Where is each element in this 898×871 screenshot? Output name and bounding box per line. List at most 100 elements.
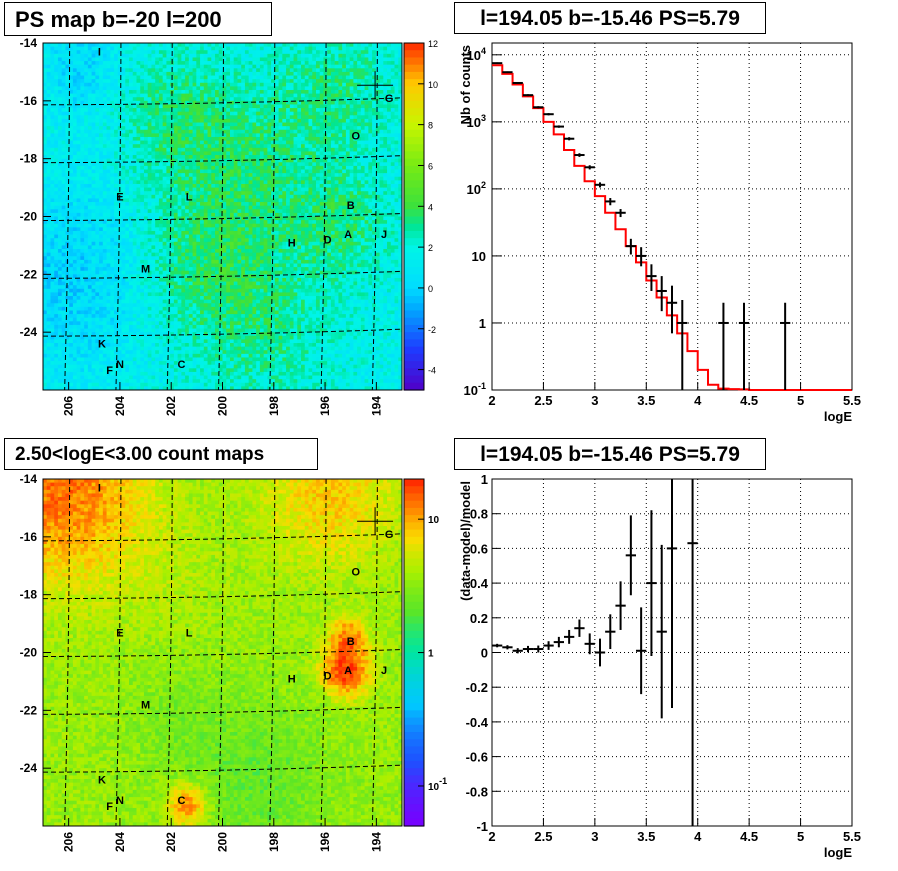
data-point xyxy=(543,113,553,115)
colorbar-cell xyxy=(404,209,424,217)
data-point xyxy=(615,581,625,630)
colorbar-tick-label: 10 xyxy=(428,515,440,526)
colorbar-cell xyxy=(404,819,424,827)
colorbar-cell xyxy=(404,354,424,362)
data-point xyxy=(585,633,595,654)
y-tick-label: -0.4 xyxy=(466,715,489,730)
data-point xyxy=(564,630,574,644)
colorbar-cell xyxy=(404,790,424,798)
colorbar-cell xyxy=(404,318,424,326)
x-tick-label: 202 xyxy=(164,396,178,416)
colorbar-cell xyxy=(404,123,424,131)
colorbar-cell xyxy=(404,667,424,675)
source-label: H xyxy=(288,674,296,686)
colorbar-cell xyxy=(404,310,424,318)
ps-map-cells xyxy=(43,43,403,391)
colorbar-cell xyxy=(404,274,424,282)
y-tick-label: 10 xyxy=(472,249,486,264)
colorbar-cell xyxy=(404,624,424,632)
source-label: B xyxy=(347,636,355,648)
colorbar-cell xyxy=(404,783,424,791)
x-tick-label: 4 xyxy=(694,393,702,408)
source-label: K xyxy=(98,339,106,351)
colorbar-cell xyxy=(404,616,424,624)
colorbar-cell xyxy=(404,768,424,776)
x-tick-label: 4.5 xyxy=(740,393,758,408)
data-point xyxy=(585,165,595,169)
y-tick-label: -1 xyxy=(476,819,488,834)
data-point xyxy=(523,94,533,96)
x-tick-label: 194 xyxy=(369,832,383,852)
x-tick-label: 4 xyxy=(694,829,702,844)
colorbar-cell xyxy=(404,347,424,355)
colorbar-cell xyxy=(404,689,424,697)
colorbar-cell xyxy=(404,739,424,747)
y-tick-label: -0.8 xyxy=(466,784,488,799)
colorbar-cell xyxy=(404,50,424,58)
colorbar-cell xyxy=(404,609,424,617)
colorbar-cell xyxy=(404,544,424,552)
colorbar-tick-label: 0 xyxy=(428,284,433,294)
colorbar-cell xyxy=(404,361,424,369)
source-label: F xyxy=(106,801,113,813)
data-point xyxy=(605,614,615,649)
source-label: L xyxy=(186,627,193,639)
source-label: H xyxy=(288,238,296,250)
source-label: G xyxy=(385,529,394,541)
colorbar-cell xyxy=(404,522,424,530)
source-label: C xyxy=(177,359,185,371)
data-point xyxy=(513,82,523,84)
x-tick-label: 206 xyxy=(62,832,76,852)
colorbar-cell xyxy=(404,267,424,275)
colorbar-cell xyxy=(404,754,424,762)
colorbar-cell xyxy=(404,725,424,733)
colorbar-cell xyxy=(404,566,424,574)
source-label: C xyxy=(177,795,185,807)
data-point xyxy=(492,62,502,64)
colorbar-tick-label: 4 xyxy=(428,202,433,212)
x-tick-label: 200 xyxy=(216,396,230,416)
y-tick-label: -22 xyxy=(20,267,38,281)
data-point xyxy=(646,510,656,656)
colorbar-cell xyxy=(404,674,424,682)
x-tick-label: 3 xyxy=(591,393,598,408)
colorbar-cell xyxy=(404,188,424,196)
source-label: O xyxy=(352,131,361,143)
colorbar-cell xyxy=(404,479,424,487)
colorbar-cell xyxy=(404,166,424,174)
data-point xyxy=(667,286,677,334)
source-label: M xyxy=(141,700,150,712)
x-tick-label: 5 xyxy=(797,393,804,408)
colorbar-tick-label: 1 xyxy=(428,649,434,660)
source-label: E xyxy=(116,191,123,203)
data-point xyxy=(492,644,502,647)
data-point xyxy=(595,182,605,187)
spectrum-frame xyxy=(492,43,852,390)
colorbar-cell xyxy=(404,718,424,726)
colorbar-tick-label: 8 xyxy=(428,121,433,131)
colorbar-cell xyxy=(404,595,424,603)
y-tick-label: -20 xyxy=(20,646,38,660)
colorbar-cell xyxy=(404,710,424,718)
colorbar-cell xyxy=(404,72,424,80)
data-point xyxy=(605,198,615,205)
data-point xyxy=(636,607,646,694)
colorbar-cell xyxy=(404,812,424,820)
colorbar-cell xyxy=(404,804,424,812)
colorbar-cell xyxy=(404,551,424,559)
colorbar-cell xyxy=(404,57,424,65)
x-tick-label: 194 xyxy=(369,396,383,416)
y-tick-label: -16 xyxy=(20,530,38,544)
x-tick-label: 5 xyxy=(797,829,804,844)
x-tick-label: 3 xyxy=(591,829,598,844)
colorbar-cell xyxy=(404,253,424,261)
data-point xyxy=(513,648,523,653)
colorbar-tick-label: 12 xyxy=(428,39,438,49)
colorbar-cell xyxy=(404,559,424,567)
x-tick-label: 2.5 xyxy=(534,393,552,408)
colorbar-cell xyxy=(404,303,424,311)
colorbar-cell xyxy=(404,681,424,689)
